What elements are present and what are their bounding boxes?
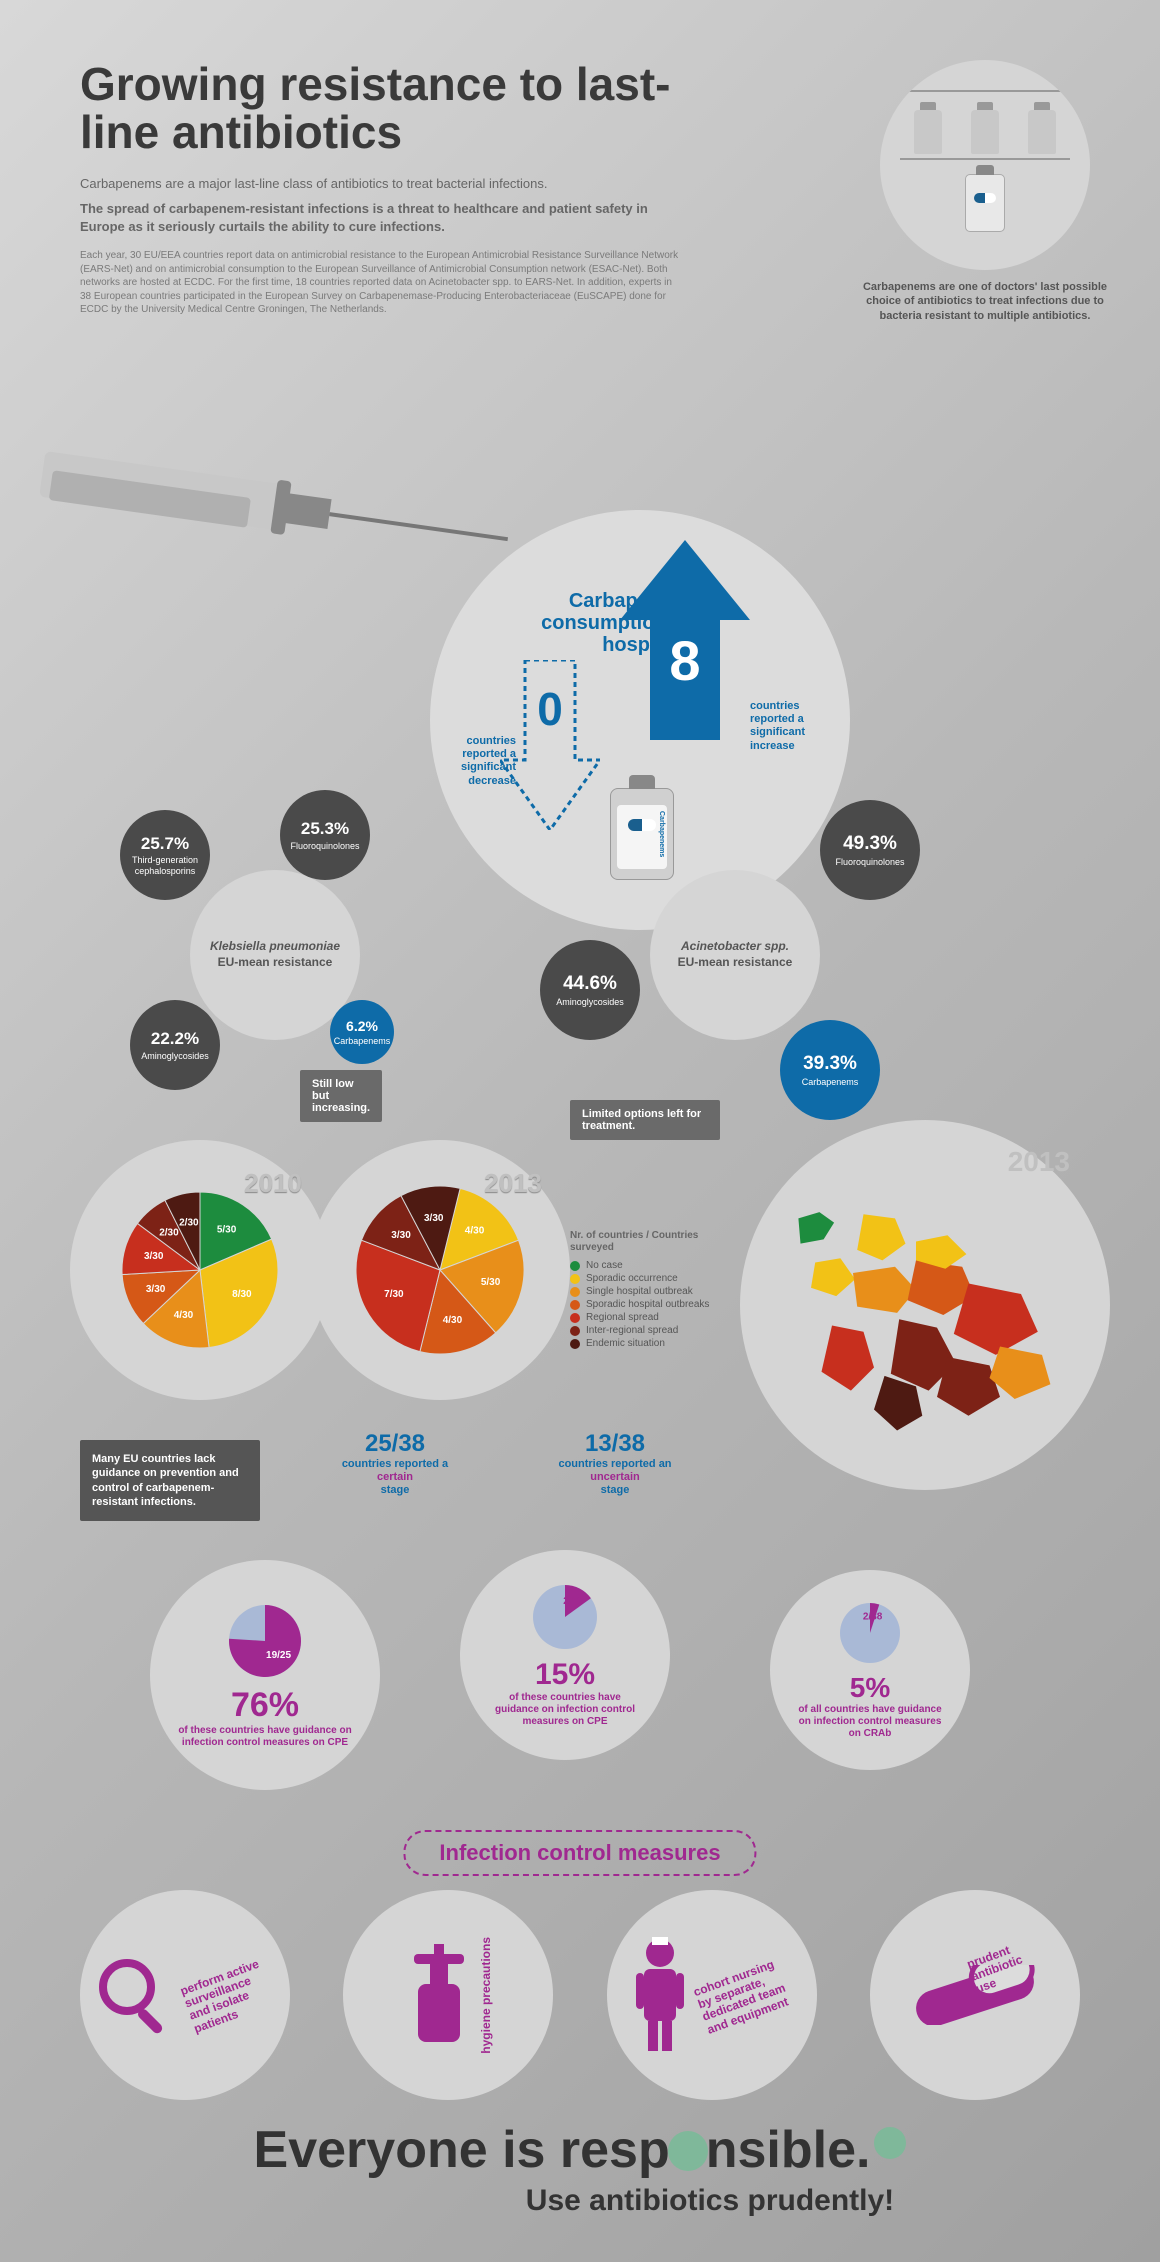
footer: Everyone is respnsible. Use antibiotics … <box>0 2120 1160 2218</box>
cluster-tag: Still low but increasing. <box>300 1070 382 1122</box>
sat-bubble: 49.3%Fluoroquinolones <box>820 800 920 900</box>
icm-bubble: cohort nursing by separate, dedicated te… <box>607 1890 817 2100</box>
legend-row: No case <box>570 1260 730 1271</box>
svg-text:2/38: 2/38 <box>863 1611 883 1622</box>
icm-label: cohort nursing by separate, dedicated te… <box>692 1954 800 2036</box>
legend-row: Single hospital outbreak <box>570 1286 730 1297</box>
stage-header: 25/38 countries reported acertainstage <box>320 1430 470 1498</box>
vial-icon <box>1028 110 1056 154</box>
cluster-sub: EU-mean resistance <box>218 955 333 971</box>
cluster-sub: EU-mean resistance <box>678 955 793 971</box>
purple-bubble: 2/13 15% of these countries have guidanc… <box>460 1550 670 1760</box>
stage-header: 13/38 countries reported anuncertainstag… <box>540 1430 690 1498</box>
footer-sub: Use antibiotics prudently! <box>0 2184 1160 2218</box>
svg-text:2/30: 2/30 <box>159 1228 179 1239</box>
sat-bubble: 25.3%Fluoroquinolones <box>280 790 370 880</box>
footer-title: Everyone is respnsible. <box>0 2120 1160 2180</box>
svg-text:2/13: 2/13 <box>563 1596 583 1607</box>
purple-bubble: 2/38 5% of all countries have guidance o… <box>770 1570 970 1770</box>
stage-callout: Many EU countries lack guidance on preve… <box>80 1440 260 1521</box>
pie-2013: 2013 0/304/305/304/307/303/303/30 <box>310 1140 570 1400</box>
svg-text:3/30: 3/30 <box>144 1251 164 1262</box>
pie-chart: 5/30 8/30 4/30 3/30 3/30 2/302/30 <box>115 1185 285 1355</box>
mini-pie-chart: 2/38 <box>837 1600 903 1666</box>
sat-bubble: 25.7%Third-generation cephalosporins <box>120 810 210 900</box>
vial-icon: Carbapenems <box>610 788 674 880</box>
icm-header: Infection control measures <box>403 1830 756 1876</box>
intro-bold: The spread of carbapenem-resistant infec… <box>80 200 660 235</box>
purple-pct: 76% <box>231 1686 299 1725</box>
globe-o-icon <box>668 2131 708 2171</box>
intro-small: Each year, 30 EU/EEA countries report da… <box>80 249 680 317</box>
purple-text: of these countries have guidance on infe… <box>460 1692 670 1728</box>
svg-text:4/30: 4/30 <box>465 1226 485 1237</box>
svg-text:0: 0 <box>537 683 563 735</box>
magnifier-icon <box>95 1955 175 2035</box>
svg-text:7/30: 7/30 <box>384 1289 404 1300</box>
cluster-tag: Limited options left for treatment. <box>570 1100 720 1140</box>
europe-map-icon <box>740 1120 1110 1490</box>
map-bubble: 2013 <box>740 1120 1110 1490</box>
pill-icon <box>974 193 996 203</box>
cabinet-caption: Carbapenems are one of doctors' last pos… <box>860 280 1110 323</box>
icm-row: perform active surveillance and isolate … <box>80 1890 1080 2100</box>
svg-text:3/30: 3/30 <box>424 1213 444 1224</box>
legend-header: Nr. of countries / Countries surveyed <box>570 1230 730 1254</box>
purple-bubble: 19/25 76% of these countries have guidan… <box>150 1560 380 1790</box>
vial-icon <box>965 174 1005 232</box>
legend-row: Sporadic occurrence <box>570 1273 730 1284</box>
svg-text:4/30: 4/30 <box>443 1315 463 1326</box>
sat-bubble: 22.2%Aminoglycosides <box>130 1000 220 1090</box>
legend-row: Endemic situation <box>570 1338 730 1349</box>
vial-icon <box>914 110 942 154</box>
legend-row: Sporadic hospital outbreaks <box>570 1299 730 1310</box>
cabinet-bubble <box>880 60 1090 270</box>
up-value: 8 <box>669 629 700 692</box>
mini-pie-chart: 19/25 <box>226 1602 304 1680</box>
vial-icon <box>971 110 999 154</box>
intro-lead: Carbapenems are a major last-line class … <box>80 175 660 193</box>
legend-row: Regional spread <box>570 1312 730 1323</box>
pie-chart: 0/304/305/304/307/303/303/30 <box>350 1180 530 1360</box>
purple-pct: 5% <box>850 1672 890 1704</box>
pie-legend: Nr. of countries / Countries surveyed No… <box>570 1230 730 1351</box>
svg-text:5/30: 5/30 <box>481 1277 501 1288</box>
cluster-name: Acinetobacter spp. <box>681 939 789 955</box>
up-caption: countries reported a significant increas… <box>750 700 840 753</box>
purple-pct: 15% <box>535 1658 595 1692</box>
icm-bubble: perform active surveillance and isolate … <box>80 1890 290 2100</box>
sat-bubble: 6.2%Carbapenems <box>330 1000 394 1064</box>
arrow-up-icon: 8 <box>620 540 750 760</box>
svg-text:2/30: 2/30 <box>179 1218 199 1229</box>
svg-text:3/30: 3/30 <box>391 1230 411 1241</box>
soap-icon <box>404 1940 474 2050</box>
icm-bubble: hygiene precautions <box>343 1890 553 2100</box>
svg-text:4/30: 4/30 <box>174 1310 194 1321</box>
svg-text:8/30: 8/30 <box>232 1289 252 1300</box>
mini-pie-chart: 2/13 <box>530 1582 600 1652</box>
svg-text:3/30: 3/30 <box>146 1284 166 1295</box>
purple-text: of these countries have guidance on infe… <box>150 1725 380 1749</box>
sat-bubble: 44.6%Aminoglycosides <box>540 940 640 1040</box>
ecdc-logo-icon <box>874 2127 906 2159</box>
down-caption: countries reported a significant decreas… <box>428 735 516 788</box>
legend-row: Inter-regional spread <box>570 1325 730 1336</box>
purple-text: of all countries have guidance on infect… <box>770 1704 970 1740</box>
svg-text:5/30: 5/30 <box>217 1224 237 1235</box>
sat-bubble: 39.3%Carbapenems <box>780 1020 880 1120</box>
syringe-icon <box>37 441 463 569</box>
nurse-icon <box>630 1935 690 2055</box>
cluster-klebsiella: Klebsiella pneumoniae EU-mean resistance… <box>190 870 360 1040</box>
cluster-name: Klebsiella pneumoniae <box>210 939 340 955</box>
svg-text:19/25: 19/25 <box>266 1650 291 1661</box>
cluster-acinetobacter: Acinetobacter spp. EU-mean resistance 49… <box>650 870 820 1040</box>
pie-2010: 2010 5/308/304/303/303/302/302/30 <box>70 1140 330 1400</box>
icm-label: hygiene precautions <box>480 1937 493 2054</box>
page-title: Growing resistance to last-line antibiot… <box>80 60 720 157</box>
icm-label: perform active surveillance and isolate … <box>179 1955 282 2035</box>
icm-bubble: prudent antibiotic use <box>870 1890 1080 2100</box>
consumption-bubble: Carbapenem consumption in hospitals 8 co… <box>430 510 850 930</box>
